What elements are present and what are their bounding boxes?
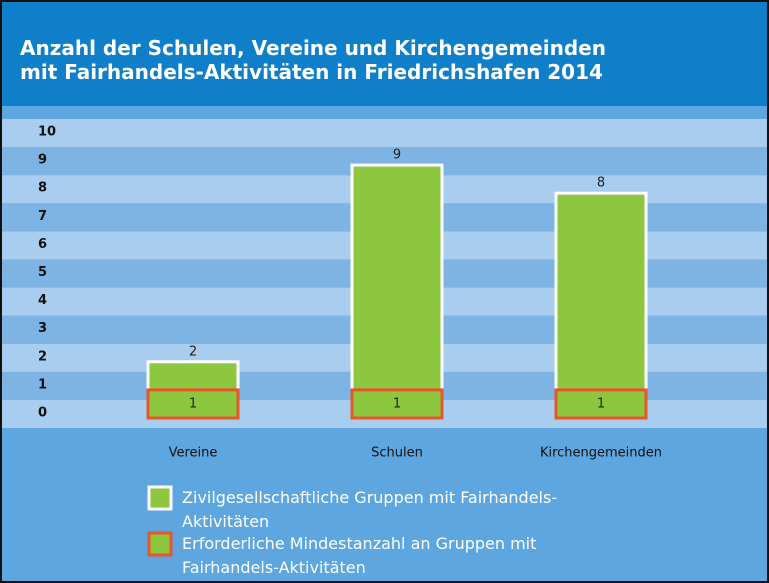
legend-label: Erforderliche Mindestanzahl an Gruppen m… [182,534,537,577]
legend-swatch [147,531,173,557]
y-tick-label: 3 [38,321,47,336]
y-tick-label: 2 [38,349,47,364]
value-label: 1 [393,396,401,411]
x-tick-label: Vereine [169,446,218,461]
bar [554,388,648,420]
y-tick-label: 1 [38,377,47,392]
chart-title: Anzahl der Schulen, Vereine und Kircheng… [20,36,606,84]
bar [554,191,648,420]
value-label: 8 [597,176,605,191]
value-label: 9 [393,148,401,163]
y-tick-label: 8 [38,181,47,196]
y-tick-label: 6 [38,237,47,252]
bar [350,163,444,420]
legend-label: Zivilgesellschaftliche Gruppen mit Fairh… [182,488,558,531]
x-tick-label: Schulen [371,446,423,461]
y-tick-label: 7 [38,209,47,224]
grid-band [2,118,767,148]
value-label: 1 [597,396,605,411]
value-label: 2 [189,344,197,359]
header: Anzahl der Schulen, Vereine und Kircheng… [2,2,767,106]
bar [350,388,444,420]
x-tick-label: Kirchengemeinden [540,446,662,461]
value-label: 1 [189,396,197,411]
y-tick-label: 5 [38,265,47,280]
y-tick-label: 9 [38,153,47,168]
legend-swatch [147,485,173,511]
y-tick-label: 4 [38,293,47,308]
y-tick-label: 0 [38,406,47,421]
bar [146,388,240,420]
y-tick-label: 10 [38,125,56,140]
